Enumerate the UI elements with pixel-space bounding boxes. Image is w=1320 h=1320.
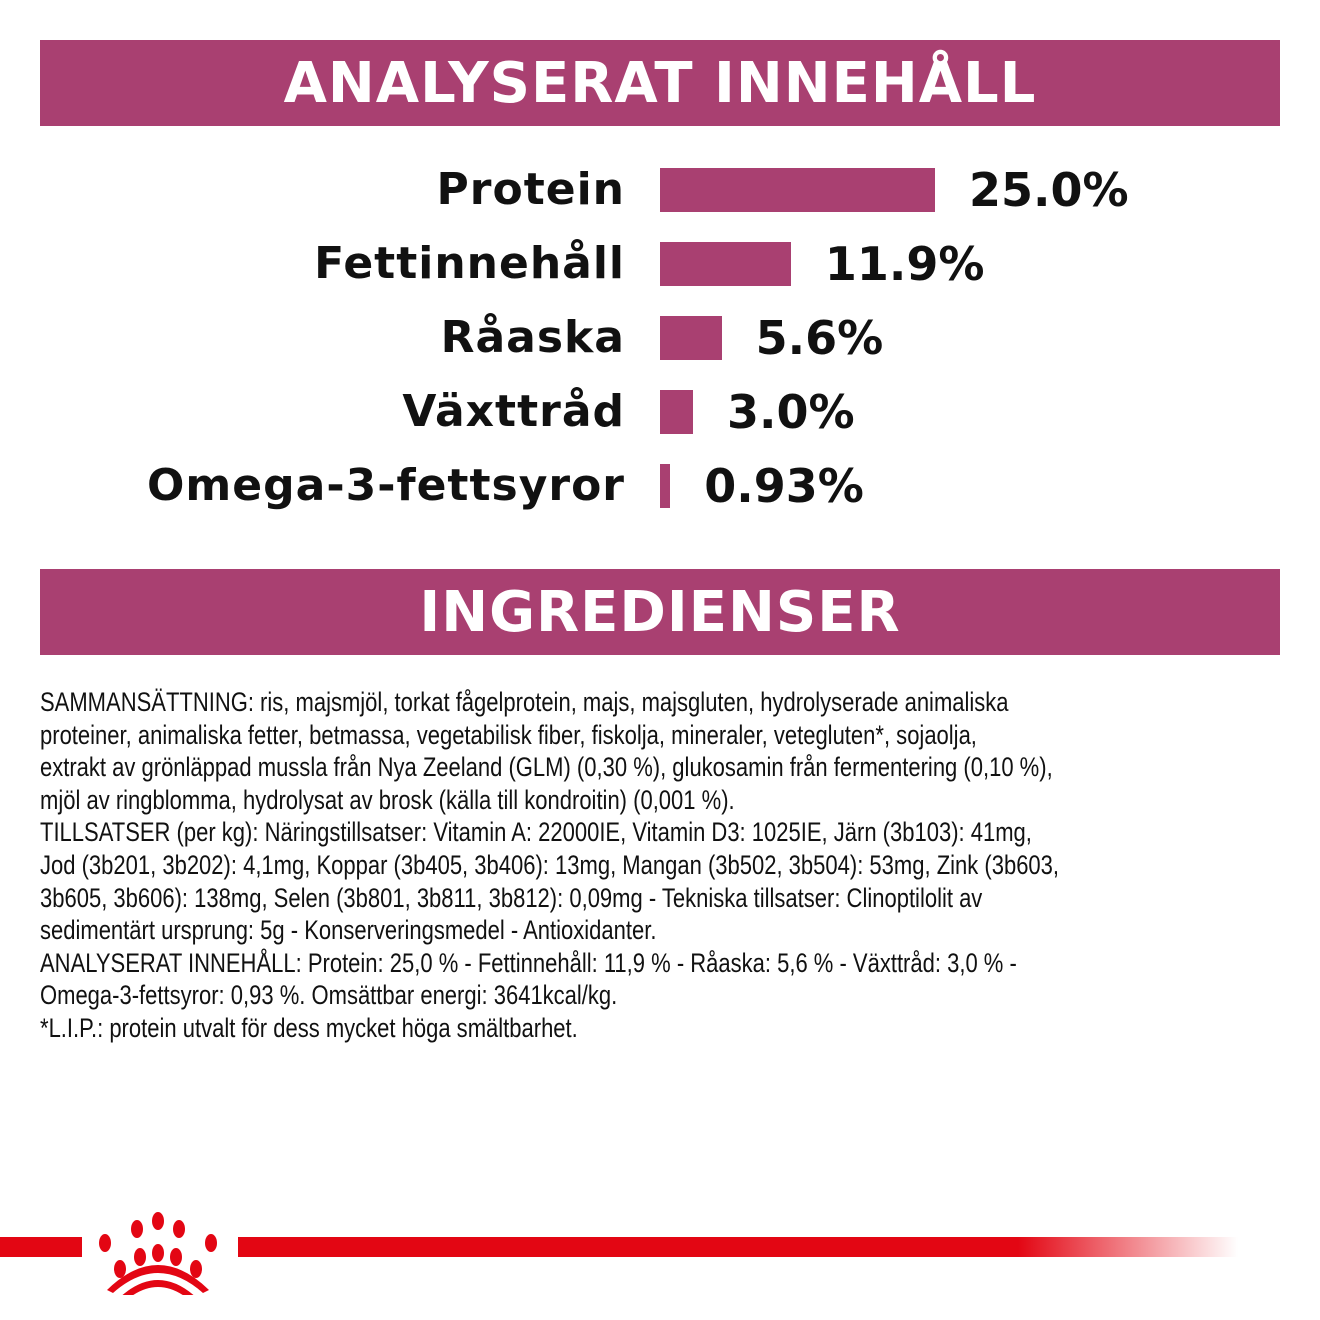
bar [660,316,722,360]
bar-row: Växttråd 3.0% [0,382,1320,442]
ingredients-line: Omega-3-fettsyror: 0,93 %. Omsättbar ene… [40,980,618,1011]
brand-stripe-left [0,1237,82,1257]
ingredients-line: *L.I.P.: protein utvalt för dess mycket … [40,1012,578,1043]
bar-value-label: 3.0% [727,385,855,439]
bar-value-label: 11.9% [824,237,985,291]
bar-value-label: 5.6% [755,311,884,365]
bar-row: Protein 25.0% [0,160,1320,220]
bar-value-label: 25.0% [969,163,1129,217]
analysis-header: ANALYSERAT INNEHÅLL [40,40,1280,126]
bar-label: Fettinnehåll [314,238,625,289]
bar [660,464,671,508]
bar [660,168,935,212]
ingredients-line: ANALYSERAT INNEHÅLL: Protein: 25,0 % - F… [40,947,1017,978]
bar-label: Råaska [440,312,625,363]
bar-label: Omega-3-fettsyror [147,460,625,511]
ingredients-line: sedimentärt ursprung: 5g - Konserverings… [40,915,657,946]
ingredients-line: SAMMANSÄTTNING: ris, majsmjöl, torkat få… [40,687,1009,717]
ingredients-line: proteiner, animaliska fetter, betmassa, … [40,719,977,750]
ingredients-line: extrakt av grönläppad mussla från Nya Ze… [40,752,1053,783]
bar-label: Protein [436,164,625,215]
ingredients-line: TILLSATSER (per kg): Näringstillsatser: … [40,817,1032,848]
bar-value-label: 0.93% [704,459,864,513]
crown-logo-icon [99,1212,217,1295]
bar-row: Råaska 5.6% [0,308,1320,368]
ingredients-header: INGREDIENSER [40,569,1280,655]
ingredients-line: 3b605, 3b606): 138mg, Selen (3b801, 3b81… [40,882,983,913]
bar [660,242,791,286]
ingredients-line: mjöl av ringblomma, hydrolysat av brosk … [40,784,735,815]
bar-row: Omega-3-fettsyror 0.93% [0,456,1320,516]
bar [660,390,693,434]
ingredients-line: Jod (3b201, 3b202): 4,1mg, Koppar (3b405… [40,849,1060,880]
bar-label: Växttråd [402,386,625,437]
bar-row: Fettinnehåll 11.9% [0,234,1320,294]
ingredients-text: SAMMANSÄTTNING: ris, majsmjöl, torkat få… [40,686,1263,1045]
brand-stripe-right [238,1237,1238,1257]
